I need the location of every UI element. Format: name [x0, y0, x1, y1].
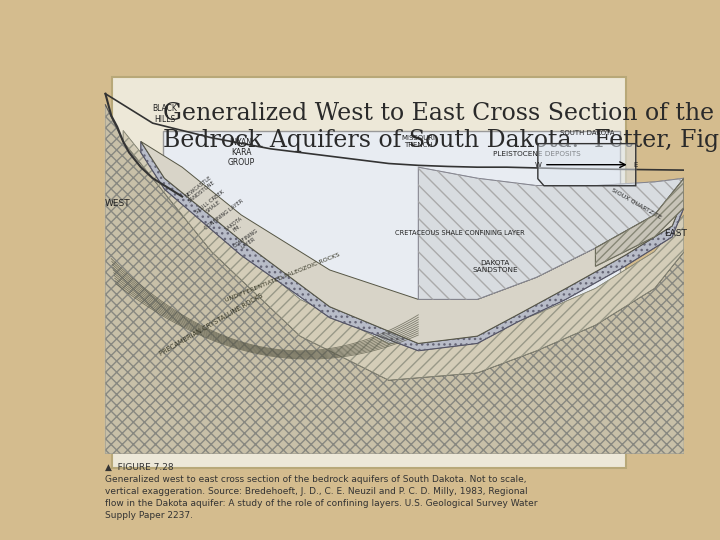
Text: SOUTH DAKOTA: SOUTH DAKOTA [559, 130, 614, 136]
Polygon shape [595, 178, 684, 266]
Polygon shape [538, 144, 636, 186]
Text: W: W [534, 161, 541, 168]
Text: BLACK
HILLS: BLACK HILLS [152, 104, 177, 124]
Text: SIOUX QUARTZITE: SIOUX QUARTZITE [611, 187, 662, 220]
Polygon shape [105, 105, 684, 454]
Text: E: E [634, 161, 638, 168]
Text: ▲  FIGURE 7.28
Generalized west to east cross section of the bedrock aquifers of: ▲ FIGURE 7.28 Generalized west to east c… [105, 463, 538, 519]
FancyBboxPatch shape [112, 77, 626, 468]
Text: CONFINING LAYER: CONFINING LAYER [203, 199, 244, 231]
Text: CRETACEOUS SHALE CONFINING LAYER: CRETACEOUS SHALE CONFINING LAYER [395, 230, 525, 237]
Text: CONFINING
LAYER: CONFINING LAYER [232, 228, 262, 253]
Text: NEWCASTLE
SANDSTONE: NEWCASTLE SANDSTONE [184, 175, 216, 204]
Text: Generalized West to East Cross Section of the
Bedrock Aquifers of South Dakota. : Generalized West to East Cross Section o… [163, 102, 720, 152]
Text: PLEISTOCENE DEPOSITS: PLEISTOCENE DEPOSITS [492, 151, 580, 157]
FancyBboxPatch shape [163, 131, 620, 414]
Polygon shape [123, 131, 684, 380]
Text: SKULL CREEK
SHALE: SKULL CREEK SHALE [194, 189, 229, 219]
Text: PRECAMBRIAN CRYSTALLINE ROCKS: PRECAMBRIAN CRYSTALLINE ROCKS [159, 293, 264, 357]
Text: UNDIFFERENTIATED PALEOZOIC ROCKS: UNDIFFERENTIATED PALEOZOIC ROCKS [225, 252, 341, 303]
Text: EAST: EAST [664, 229, 687, 238]
Text: INYAN
KARA
GROUP: INYAN KARA GROUP [228, 138, 255, 167]
Text: LAKOTA
FM.: LAKOTA FM. [224, 215, 247, 237]
Text: MISSOURI
TRENCH: MISSOURI TRENCH [401, 135, 436, 148]
Polygon shape [141, 141, 684, 343]
Polygon shape [418, 167, 684, 299]
Polygon shape [141, 141, 684, 351]
Text: WEST: WEST [104, 199, 130, 208]
Text: DAKOTA
SANDSTONE: DAKOTA SANDSTONE [472, 260, 518, 273]
